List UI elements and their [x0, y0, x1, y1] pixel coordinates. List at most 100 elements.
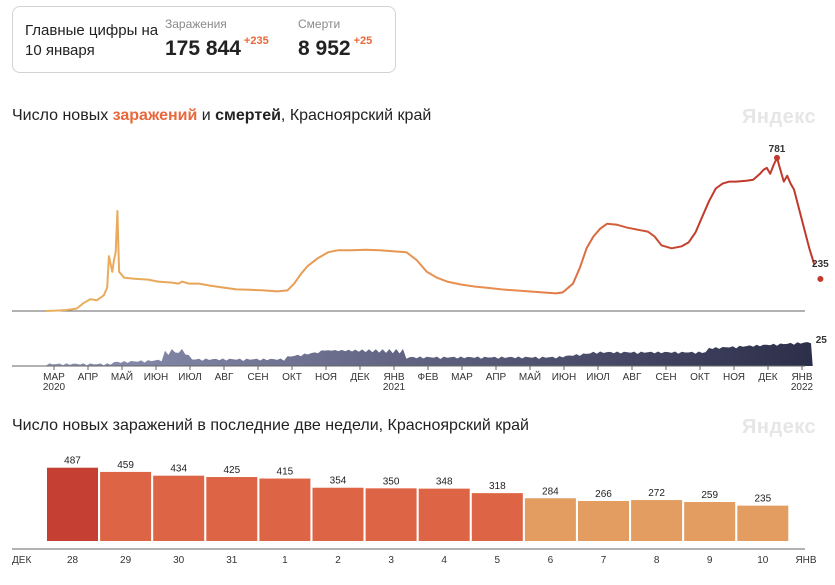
- deaths-label: Смерти: [298, 17, 341, 31]
- bar-10: [737, 505, 789, 541]
- deaths-stat: Смерти 8 952 +25: [298, 17, 372, 61]
- bar-category-label: 29: [120, 555, 132, 566]
- cases-last-point: [817, 275, 824, 282]
- bar-2: [312, 487, 364, 541]
- bar-category-label: 10: [757, 555, 769, 566]
- bar-value-label: 348: [436, 477, 453, 488]
- chart1-title: Число новых заражений и смертей, Красноя…: [12, 107, 431, 125]
- bar-category-label: 28: [67, 555, 79, 566]
- x-tick-label: ДЕК: [350, 372, 369, 383]
- x-tick-year: 2020: [43, 382, 66, 393]
- bar-28: [47, 467, 98, 541]
- bar-category-label: 6: [548, 555, 554, 566]
- x-tick-label: ЯНВ: [791, 372, 812, 383]
- x-tick-label: АВГ: [623, 372, 642, 383]
- bar-value-label: 459: [117, 460, 134, 471]
- x-tick-label: ОКТ: [690, 372, 710, 383]
- x-tick-label: АВГ: [215, 372, 234, 383]
- bar-category-label: 5: [495, 555, 501, 566]
- bar-axis-start-label: ДЕК: [12, 555, 31, 566]
- deaths-last-label: 25: [816, 335, 828, 346]
- bar-category-label: 9: [707, 555, 713, 566]
- x-tick-label: МАЙ: [111, 370, 133, 383]
- two-weeks-bar-chart: 487 28 459 29 434 30 425 31 415 1 354 2 350 3 348 4 318 5…: [12, 456, 817, 566]
- bar-6: [524, 498, 576, 541]
- bar-9: [684, 502, 736, 541]
- infections-value: 175 844: [165, 37, 241, 60]
- bar-3: [365, 488, 417, 541]
- bar-category-label: 3: [388, 555, 394, 566]
- bar-value-label: 272: [648, 488, 665, 499]
- x-tick-label: НОЯ: [723, 372, 745, 383]
- deaths-delta: +25: [353, 35, 373, 47]
- bar-value-label: 259: [701, 490, 718, 501]
- infections-value-row: 175 844 +235: [165, 35, 269, 61]
- chart1-title-deaths: смертей: [215, 107, 281, 124]
- x-tick-label: АПР: [486, 372, 507, 383]
- bar-value-label: 354: [330, 476, 347, 487]
- yandex-watermark-2: Яндекс: [742, 416, 817, 438]
- bar-category-label: 31: [226, 555, 238, 566]
- chart1-title-infections: заражений: [112, 107, 198, 124]
- bar-8: [631, 500, 683, 541]
- bar-axis-end-label: ЯНВ: [795, 555, 816, 566]
- x-tick-label: ИЮН: [552, 372, 577, 383]
- bar-value-label: 266: [595, 489, 612, 500]
- x-tick-label: ИЮЛ: [178, 372, 201, 383]
- bar-7: [578, 500, 629, 541]
- bar-30: [153, 475, 205, 541]
- bar-value-label: 434: [170, 464, 187, 475]
- chart1-title-mid: и: [197, 107, 216, 124]
- x-tick-label: ДЕК: [758, 372, 777, 383]
- bar-category-label: 7: [601, 555, 607, 566]
- bar-value-label: 350: [383, 476, 400, 487]
- infections-label: Заражения: [165, 17, 227, 31]
- infections-stat: Заражения 175 844 +235: [165, 17, 269, 61]
- x-tick-label: ОКТ: [282, 372, 302, 383]
- chart2-title: Число новых заражений в последние две не…: [12, 417, 529, 434]
- bar-value-label: 487: [64, 456, 81, 467]
- x-tick-label: СЕН: [247, 372, 268, 383]
- bar-31: [206, 477, 258, 541]
- x-tick-year: 2022: [791, 382, 814, 393]
- bar-value-label: 318: [489, 481, 506, 492]
- bar-value-label: 235: [754, 494, 771, 505]
- chart1-title-pre: Число новых: [12, 107, 113, 124]
- summary-card: Главные цифры на 10 января Заражения 175…: [12, 6, 396, 73]
- x-tick-label: НОЯ: [315, 372, 337, 383]
- x-tick-label: МАР: [43, 372, 65, 383]
- bar-category-label: 1: [282, 555, 288, 566]
- x-tick-label: МАЙ: [519, 370, 541, 383]
- chart1-title-post: , Красноярский край: [280, 107, 432, 124]
- bar-1: [259, 478, 311, 541]
- x-tick-label: МАР: [451, 372, 473, 383]
- x-tick-label: СЕН: [655, 372, 676, 383]
- cases-peak-label: 781: [769, 144, 786, 155]
- deaths-value-row: 8 952 +25: [298, 35, 373, 61]
- bar-29: [100, 471, 152, 541]
- bar-5: [471, 493, 523, 541]
- bar-value-label: 425: [223, 465, 240, 476]
- bar-category-label: 8: [654, 555, 660, 566]
- bar-value-label: 284: [542, 486, 559, 497]
- bar-category-label: 2: [335, 555, 341, 566]
- bar-value-label: 415: [277, 467, 294, 478]
- infections-delta: +235: [243, 35, 269, 47]
- deaths-value: 8 952: [298, 37, 351, 60]
- yandex-watermark-1: Яндекс: [742, 106, 817, 128]
- cases-series-line: [45, 156, 816, 312]
- x-tick-label: АПР: [78, 372, 99, 383]
- x-tick-label: ИЮН: [144, 372, 169, 383]
- cases-last-label: 235: [812, 259, 829, 270]
- x-tick-year: 2021: [383, 382, 406, 393]
- x-tick-label: ИЮЛ: [586, 372, 609, 383]
- x-tick-label: ФЕВ: [418, 372, 439, 383]
- deaths-area: [46, 342, 813, 366]
- x-tick-label: ЯНВ: [383, 372, 404, 383]
- bar-category-label: 30: [173, 555, 185, 566]
- cases-peak-point: [774, 154, 780, 161]
- summary-title: Главные цифры на 10 января: [25, 22, 159, 59]
- bar-category-label: 4: [441, 555, 447, 566]
- bar-4: [418, 488, 470, 541]
